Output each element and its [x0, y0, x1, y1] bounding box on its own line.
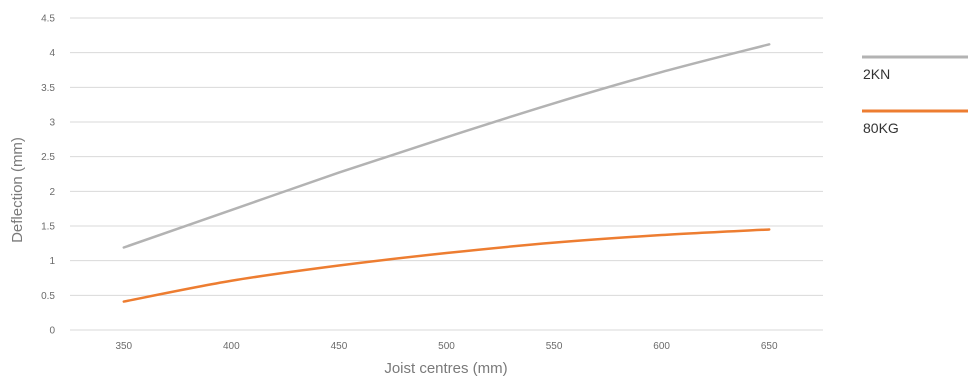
y-tick-label: 4 [49, 48, 55, 59]
y-axis-title: Deflection (mm) [9, 137, 26, 243]
legend-label-80kg: 80KG [863, 120, 899, 136]
y-tick-label: 3.5 [41, 83, 55, 94]
x-axis-ticks: 350 400 450 500 550 600 650 [115, 341, 778, 352]
y-axis-ticks: 0 0.5 1 1.5 2 2.5 3 3.5 4 4.5 [41, 14, 55, 337]
y-tick-label: 4.5 [41, 14, 55, 25]
x-tick-label: 350 [115, 341, 132, 352]
y-tick-label: 3 [49, 118, 55, 129]
x-tick-label: 500 [438, 341, 455, 352]
x-tick-label: 650 [761, 341, 778, 352]
series-line-80kg [122, 228, 771, 303]
legend: 2KN 80KG [862, 55, 968, 136]
x-axis-title: Joist centres (mm) [384, 360, 507, 376]
y-tick-label: 0.5 [41, 291, 55, 302]
gridlines [70, 17, 823, 331]
y-tick-label: 0 [49, 326, 55, 337]
x-tick-label: 600 [653, 341, 670, 352]
x-tick-label: 450 [331, 341, 348, 352]
x-tick-label: 400 [223, 341, 240, 352]
y-tick-label: 1 [49, 256, 55, 267]
series-lines [122, 43, 771, 303]
y-tick-label: 1.5 [41, 222, 55, 233]
series-line-2kn [122, 43, 771, 249]
x-tick-label: 550 [546, 341, 563, 352]
y-tick-label: 2.5 [41, 152, 55, 163]
y-tick-label: 2 [49, 187, 55, 198]
legend-label-2kn: 2KN [863, 66, 890, 82]
